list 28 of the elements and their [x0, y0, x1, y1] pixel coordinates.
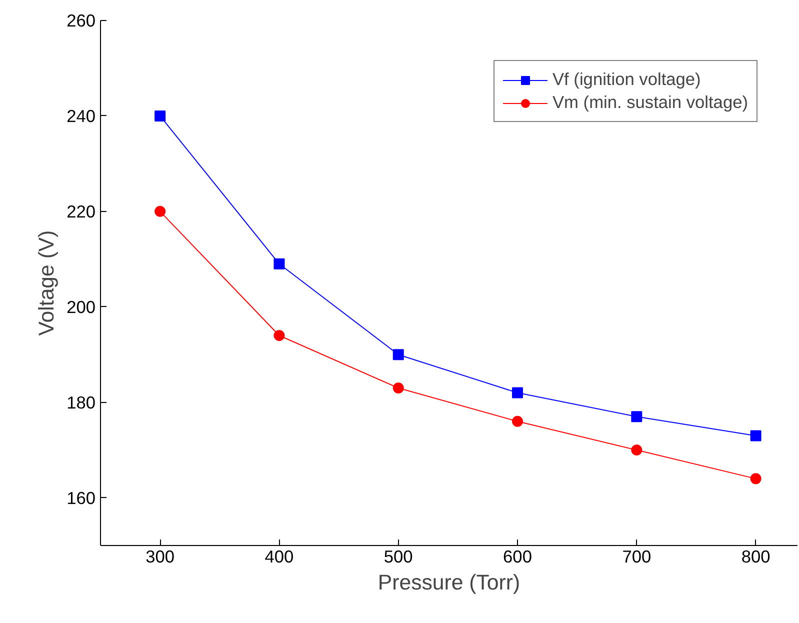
y-tick-label: 160 — [66, 488, 96, 508]
y-tick-label: 180 — [66, 392, 96, 412]
point — [512, 416, 524, 427]
x-tick-label: 700 — [622, 546, 652, 566]
y-tick-label: 240 — [66, 106, 96, 126]
point — [512, 387, 524, 398]
x-tick-label: 300 — [146, 546, 175, 566]
y-tick-label: 220 — [66, 201, 96, 222]
x-axis-title: Pressure (Torr) — [378, 570, 520, 594]
x-tick-label: 400 — [264, 546, 294, 566]
point — [154, 110, 166, 122]
x-tick-label: 800 — [741, 546, 770, 566]
point — [631, 444, 642, 456]
point — [274, 330, 285, 341]
point — [631, 411, 642, 422]
point — [392, 349, 404, 360]
point — [392, 382, 404, 394]
y-tick-label: 200 — [66, 296, 96, 317]
point — [750, 473, 762, 484]
x-tick-label: 600 — [503, 546, 532, 566]
x-tick-label: 500 — [384, 546, 413, 566]
y-axis-title: Voltage (V) — [34, 230, 59, 336]
point — [274, 258, 285, 270]
point — [750, 430, 762, 442]
y-tick-label: 260 — [66, 10, 96, 30]
legend-label: Vf (ignition voltage) — [552, 69, 701, 90]
point — [154, 206, 166, 217]
legend-label: Vm (min. sustain voltage) — [552, 92, 748, 113]
